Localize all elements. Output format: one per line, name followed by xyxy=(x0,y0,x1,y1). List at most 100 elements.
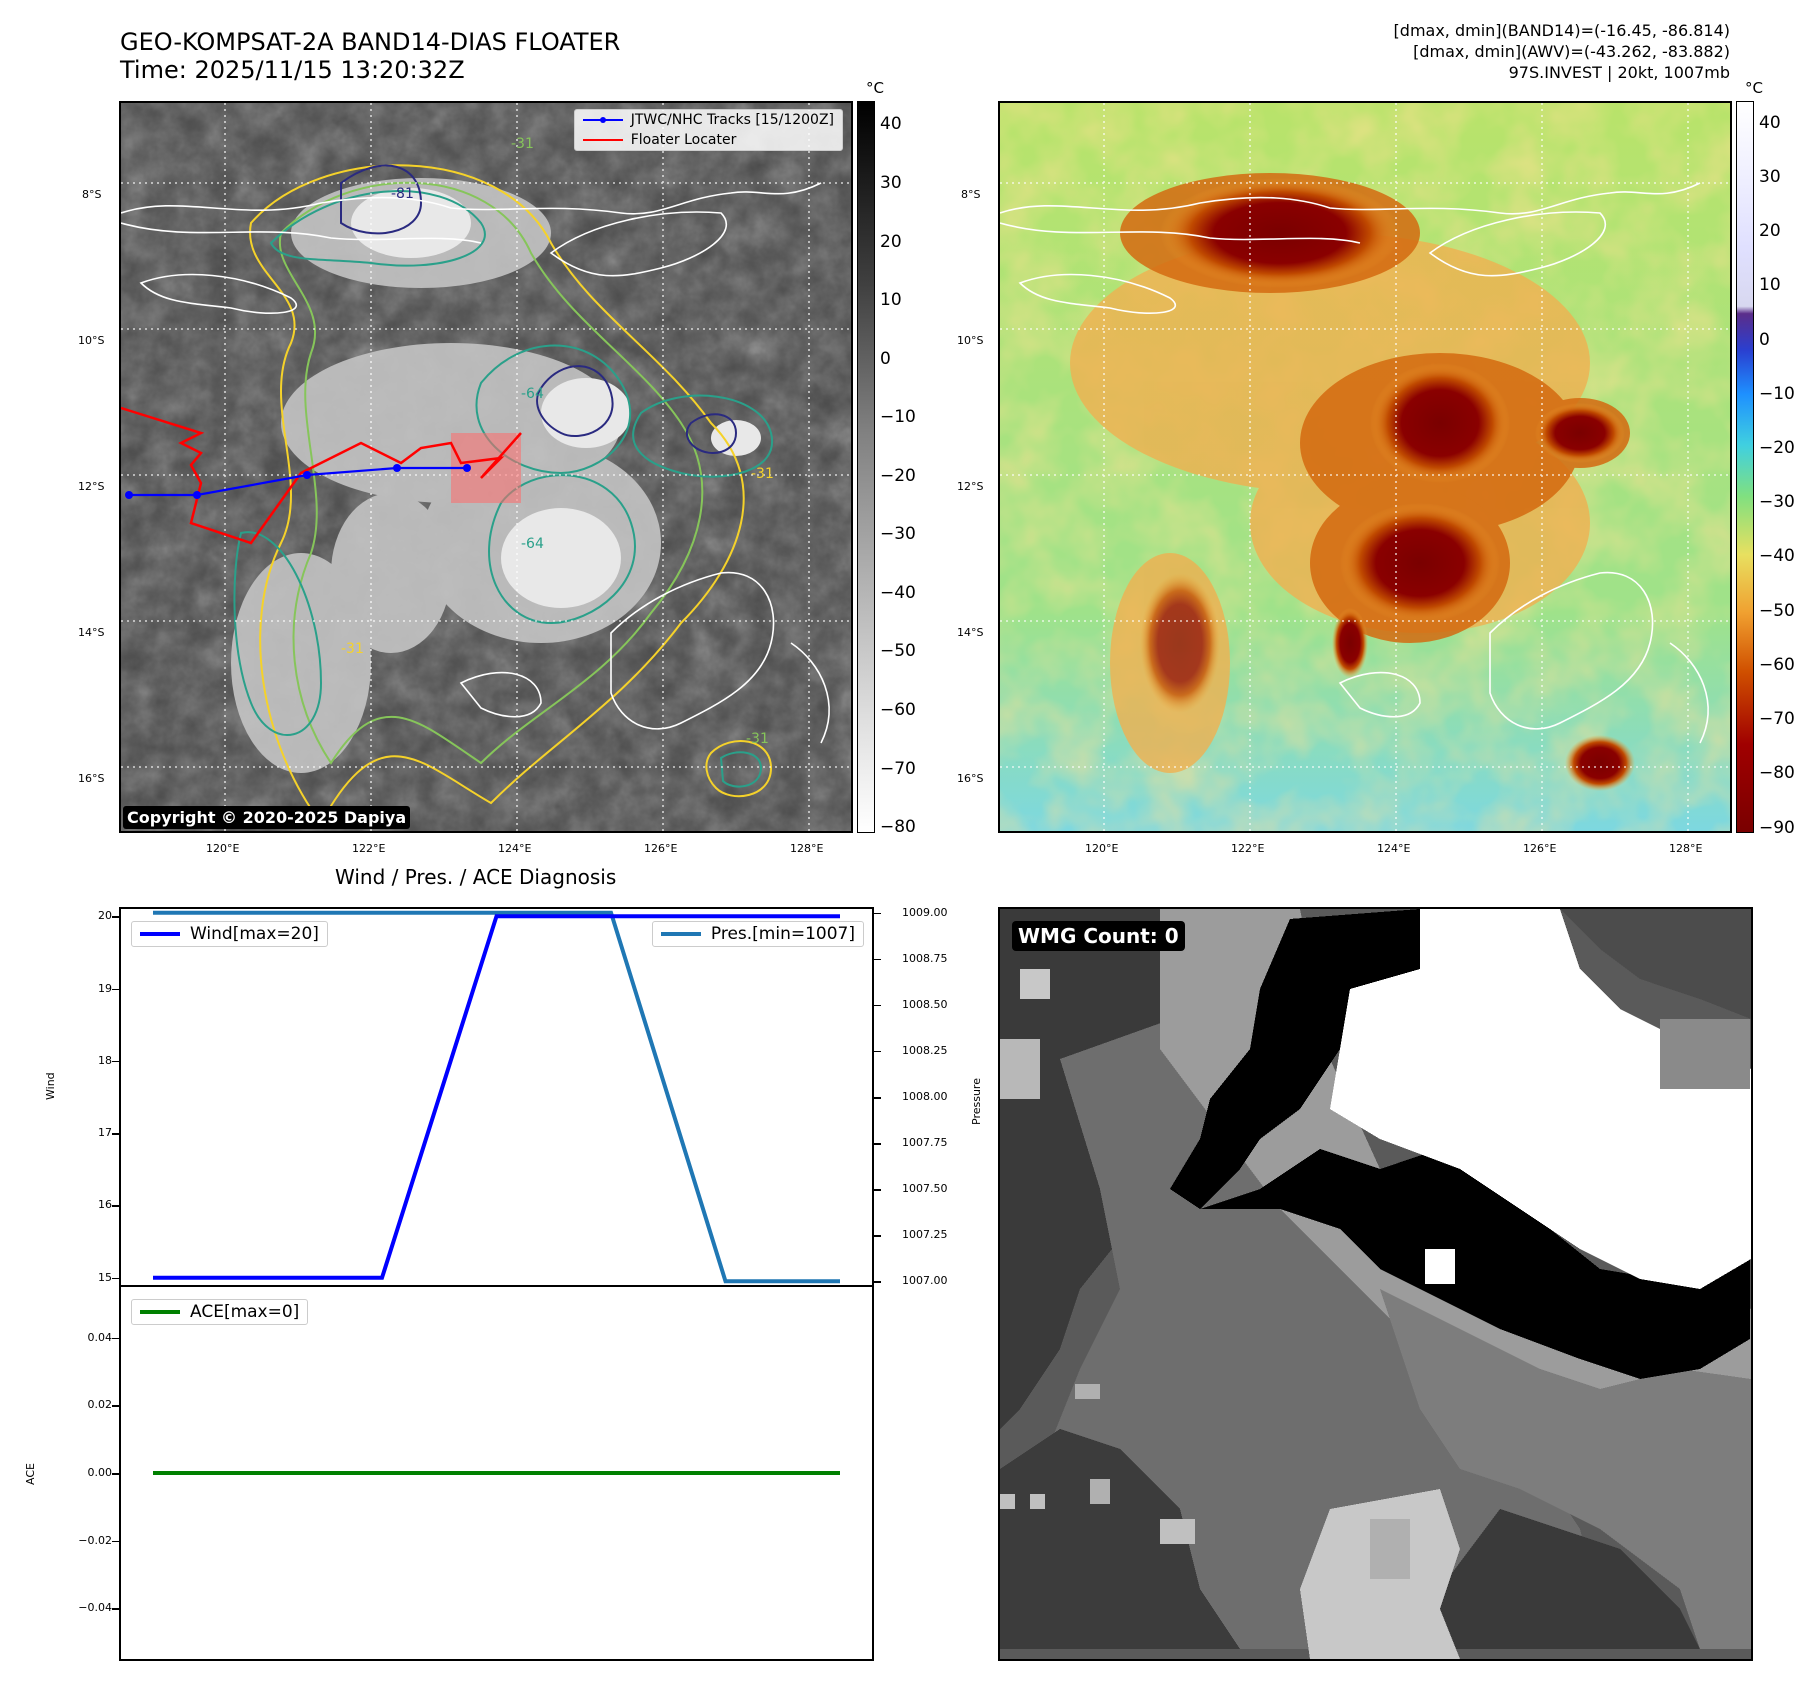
colorbar-tick-label: 40 xyxy=(880,114,902,135)
axis-tick-label: 17 xyxy=(98,1126,112,1140)
colorbar-tick-label: 30 xyxy=(1759,166,1781,187)
lat-label: 16°S xyxy=(78,772,105,785)
colorbar-tick-label: −70 xyxy=(880,758,916,779)
legend-item-track: JTWC/NHC Tracks [15/1200Z] xyxy=(575,110,842,130)
ace-axis-label: ACE xyxy=(24,1463,37,1485)
lon-label: 128°E xyxy=(790,842,824,855)
axis-tick-label: 0.02 xyxy=(87,1398,113,1412)
lat-label: 16°S xyxy=(957,772,984,785)
axis-tick-label: 1009.00 xyxy=(902,905,948,919)
axis-tick-label: 1007.25 xyxy=(902,1228,948,1242)
axis-tick xyxy=(112,1608,119,1610)
wind-legend: Wind[max=20] xyxy=(131,921,328,947)
legend-item-floater: Floater Locater xyxy=(582,132,737,148)
pres-legend: Pres.[min=1007] xyxy=(651,921,864,947)
axis-tick-label: 19 xyxy=(98,981,112,995)
colorbar-tick-label: −80 xyxy=(880,817,916,838)
lon-label: 120°E xyxy=(206,842,240,855)
wind-pres-panel: Wind[max=20] Pres.[min=1007] xyxy=(119,907,874,1287)
colorbar-tick-label: −10 xyxy=(1759,383,1795,404)
colorbar-right xyxy=(1736,101,1754,833)
axis-tick xyxy=(112,1060,119,1063)
axis-tick-label: 1008.25 xyxy=(902,1043,948,1057)
axis-tick xyxy=(112,1205,119,1207)
axis-tick-label: 1008.75 xyxy=(902,951,948,965)
contour-label: -64 xyxy=(521,386,544,402)
colorbar-tick-label: −30 xyxy=(880,524,916,545)
axis-tick xyxy=(874,1097,881,1099)
contour-label: -81 xyxy=(391,186,414,202)
lon-label: 122°E xyxy=(352,842,386,855)
lon-label: 128°E xyxy=(1669,842,1703,855)
axis-tick-label: −0.02 xyxy=(78,1533,112,1547)
axis-tick-label: −0.04 xyxy=(78,1601,112,1615)
colorbar-tick-label: 20 xyxy=(880,231,902,252)
contour-label: -31 xyxy=(341,641,364,657)
wmg-count-badge: WMG Count: 0 xyxy=(1012,921,1185,951)
info-storm: 97S.INVEST | 20kt, 1007mb xyxy=(1508,63,1730,82)
axis-tick xyxy=(874,1235,881,1237)
axis-tick xyxy=(874,1050,881,1053)
ir-map-panel: -31 -64 -81 -31 -31 -64 -31 JTWC/NHC Tra… xyxy=(119,101,853,833)
axis-tick xyxy=(112,1540,119,1543)
lon-label: 124°E xyxy=(1377,842,1411,855)
axis-tick xyxy=(112,916,119,918)
colorbar-tick-label: −60 xyxy=(1759,654,1795,675)
lat-label: 12°S xyxy=(957,480,984,493)
map-legend: JTWC/NHC Tracks [15/1200Z] Floater Locat… xyxy=(573,109,843,151)
colorbar-tick-label: −70 xyxy=(1759,709,1795,730)
colorbar-tick-label: −20 xyxy=(880,465,916,486)
axis-tick-label: 0.00 xyxy=(87,1466,113,1479)
axis-tick-label: 1008.00 xyxy=(902,1090,948,1103)
lat-label: 8°S xyxy=(82,188,102,201)
colorbar-tick-label: 20 xyxy=(1759,221,1781,242)
lon-label: 124°E xyxy=(498,842,532,855)
colorbar-right-unit: °C xyxy=(1745,79,1763,97)
figure-title: GEO-KOMPSAT-2A BAND14-DIAS FLOATER xyxy=(120,28,621,56)
colorbar-tick-label: −30 xyxy=(1759,492,1795,513)
colorbar-tick-label: −40 xyxy=(1759,546,1795,567)
colorbar-tick-label: 40 xyxy=(1759,112,1781,133)
colorbar-tick-label: −10 xyxy=(880,407,916,428)
colorbar-tick-label: −80 xyxy=(1759,763,1795,784)
colorbar-tick-label: 0 xyxy=(880,348,891,369)
axis-tick xyxy=(112,1405,119,1407)
axis-tick-label: 1007.50 xyxy=(902,1182,948,1196)
lat-label: 12°S xyxy=(78,480,105,493)
axis-tick xyxy=(112,1133,119,1135)
axis-tick xyxy=(874,1281,881,1283)
colorbar-tick-label: −20 xyxy=(1759,438,1795,459)
lon-label: 126°E xyxy=(644,842,678,855)
axis-tick-label: 1008.50 xyxy=(902,997,948,1011)
awv-map-image xyxy=(1000,103,1730,831)
ace-legend: ACE[max=0] xyxy=(131,1299,309,1325)
axis-tick xyxy=(112,1473,119,1475)
axis-tick xyxy=(112,1337,119,1340)
floater-locater-line xyxy=(121,406,522,545)
lon-label: 122°E xyxy=(1231,842,1265,855)
info-band14-range: [dmax, dmin](BAND14)=(-16.45, -86.814) xyxy=(1393,21,1730,40)
axis-tick-label: 1007.75 xyxy=(902,1136,948,1150)
diagnosis-title: Wind / Pres. / ACE Diagnosis xyxy=(335,865,617,889)
axis-tick xyxy=(874,958,881,961)
lat-label: 8°S xyxy=(961,188,981,201)
colorbar-tick-label: 10 xyxy=(1759,275,1781,296)
axis-tick-label: 15 xyxy=(98,1270,112,1284)
lon-label: 120°E xyxy=(1085,842,1119,855)
lat-label: 10°S xyxy=(957,334,984,347)
ir-map-image: -31 -64 -81 -31 -31 -64 -31 xyxy=(121,103,851,831)
axis-tick-label: 16 xyxy=(98,1198,112,1212)
wmg-panel: WMG Count: 0 xyxy=(998,907,1753,1661)
colorbar-tick-label: 30 xyxy=(880,172,902,193)
info-awv-range: [dmax, dmin](AWV)=(-43.262, -83.882) xyxy=(1413,42,1730,61)
axis-tick-label: 18 xyxy=(98,1053,112,1067)
copyright-badge: Copyright © 2020-2025 Dapiya xyxy=(123,806,411,829)
contour-label: -64 xyxy=(521,536,544,552)
axis-tick xyxy=(874,1189,881,1191)
lon-label: 126°E xyxy=(1523,842,1557,855)
colorbar-tick-label: −50 xyxy=(1759,600,1795,621)
lat-label: 14°S xyxy=(78,626,105,639)
awv-map-panel xyxy=(998,101,1732,833)
axis-tick xyxy=(112,1277,119,1280)
axis-tick-label: 0.04 xyxy=(87,1330,113,1344)
